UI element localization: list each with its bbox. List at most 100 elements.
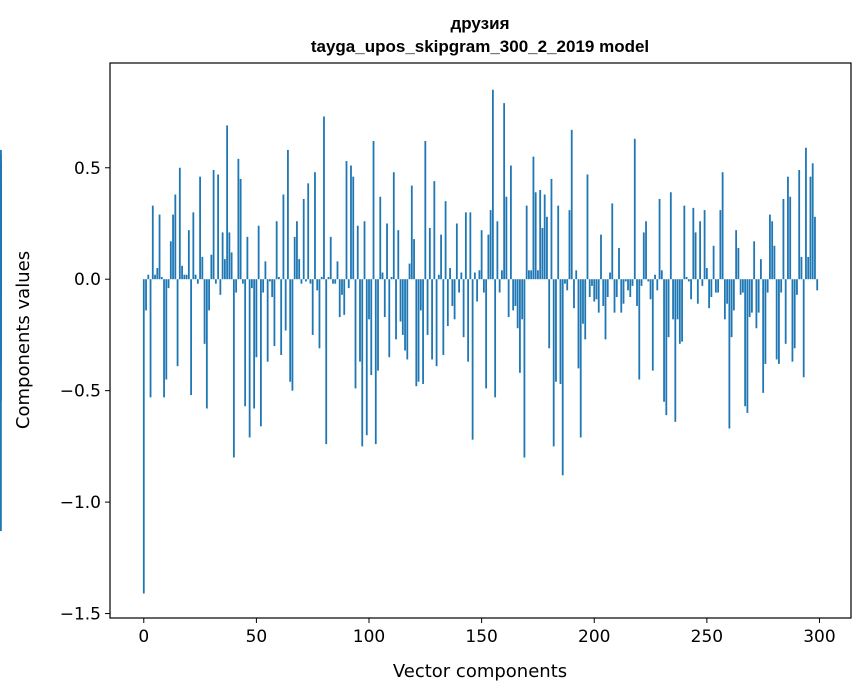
- x-axis-ticks: 0 50 100 150 200 250 300: [138, 618, 836, 647]
- y-tick-label: −1.5: [60, 605, 101, 625]
- bar: [807, 256, 810, 280]
- bar: [631, 279, 634, 286]
- bar: [541, 227, 544, 280]
- bar: [413, 239, 415, 280]
- bar: [365, 279, 368, 436]
- bar: [300, 279, 303, 284]
- bar: [311, 279, 314, 335]
- bar: [458, 279, 460, 293]
- bar: [550, 178, 553, 280]
- bar: [408, 263, 411, 280]
- bar: [809, 176, 812, 280]
- bar: [649, 279, 652, 300]
- bar: [291, 279, 294, 391]
- bar: [485, 279, 488, 389]
- bar: [284, 279, 287, 331]
- bar: [694, 232, 697, 280]
- bar: [782, 198, 785, 280]
- bar: [606, 279, 609, 298]
- bar: [690, 279, 692, 300]
- bar: [431, 279, 433, 360]
- bar: [510, 165, 512, 280]
- bar: [399, 279, 402, 322]
- bar: [338, 279, 341, 318]
- bar: [584, 279, 587, 340]
- y-tick-label: 0.5: [74, 159, 101, 179]
- bar: [381, 272, 384, 280]
- bar: [595, 279, 598, 300]
- bar: [708, 279, 711, 309]
- bar: [318, 279, 321, 349]
- bar: [636, 279, 638, 306]
- bar: [582, 279, 584, 324]
- bar: [230, 252, 233, 280]
- bar: [298, 259, 301, 280]
- bar: [433, 181, 436, 280]
- bar: [232, 279, 235, 458]
- bar: [534, 192, 537, 280]
- bar: [415, 279, 418, 387]
- bar: [253, 279, 256, 409]
- bar: [543, 194, 546, 280]
- bar: [314, 172, 316, 280]
- bar: [613, 279, 616, 313]
- bar: [341, 279, 343, 295]
- bar: [302, 198, 305, 280]
- bar: [199, 176, 201, 280]
- bar: [793, 279, 796, 349]
- bar: [437, 274, 440, 280]
- bar: [528, 270, 530, 280]
- bar: [719, 210, 722, 280]
- plot-area-frame: [109, 62, 852, 619]
- bar: [309, 279, 312, 284]
- bar: [604, 279, 607, 340]
- bar: [678, 279, 681, 344]
- bar: [210, 254, 213, 280]
- bar: [714, 279, 717, 293]
- bar: [336, 261, 339, 280]
- bar: [345, 161, 348, 280]
- bar: [379, 196, 382, 280]
- x-tick-label: 0: [138, 627, 149, 647]
- bar: [352, 176, 355, 280]
- bar: [789, 196, 792, 280]
- bar: [597, 279, 600, 313]
- bar: [145, 279, 147, 311]
- bar: [609, 272, 611, 280]
- bar: [372, 141, 375, 280]
- bar: [559, 279, 562, 384]
- bar: [519, 279, 521, 373]
- bar: [746, 279, 749, 413]
- bar: [627, 279, 629, 291]
- bar: [771, 221, 774, 280]
- bar: [802, 279, 805, 378]
- bar: [280, 279, 283, 355]
- bar: [156, 268, 159, 280]
- bar: [417, 279, 420, 382]
- bar: [564, 279, 566, 284]
- bar: [327, 276, 330, 280]
- bar: [494, 279, 497, 398]
- bar: [221, 232, 224, 280]
- bar: [586, 174, 589, 280]
- bar: [444, 201, 447, 280]
- bar: [269, 279, 271, 282]
- bar: [573, 279, 575, 309]
- bar: [208, 279, 210, 311]
- bar: [683, 205, 686, 280]
- bar: [273, 279, 276, 347]
- bar: [194, 274, 197, 280]
- bar: [471, 279, 474, 440]
- bar: [755, 279, 758, 329]
- bar: [250, 279, 253, 289]
- bar: [728, 279, 731, 429]
- bar: [487, 234, 490, 280]
- bar: [737, 248, 740, 280]
- bar: [723, 279, 726, 320]
- bar: [154, 274, 156, 280]
- bar: [305, 279, 307, 282]
- bar: [282, 194, 285, 280]
- bar: [501, 270, 503, 280]
- bar: [0, 279, 2, 532]
- bar: [462, 279, 465, 338]
